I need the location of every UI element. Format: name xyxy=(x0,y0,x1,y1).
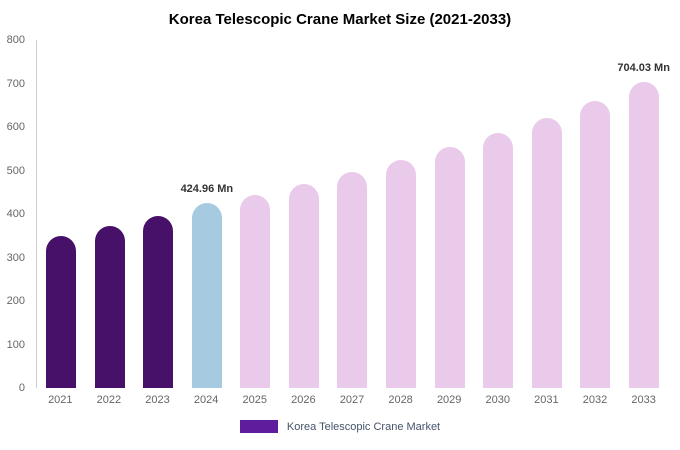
x-axis-label: 2033 xyxy=(631,394,656,406)
bar-slot: 424.96 Mn xyxy=(180,40,234,388)
bar-slot xyxy=(37,40,86,388)
bar-2021 xyxy=(46,235,77,388)
bar-2029 xyxy=(434,147,465,388)
legend: Korea Telescopic Crane Market xyxy=(0,420,680,433)
x-axis-label: 2028 xyxy=(388,394,413,406)
x-axis: 2021 2022 2023 2024 2025 2026 2027 2028 2029 2030… xyxy=(36,394,668,406)
y-axis-tick-label: 100 xyxy=(6,338,25,351)
bar-slot xyxy=(134,40,183,388)
bar-2022 xyxy=(94,226,125,388)
x-axis-label: 2025 xyxy=(242,394,267,406)
bar-2031 xyxy=(531,117,562,388)
bar-2033 xyxy=(628,81,659,388)
y-axis-tick-label: 0 xyxy=(18,382,25,394)
legend-label: Korea Telescopic Crane Market xyxy=(286,420,441,433)
bar-slot xyxy=(328,40,377,388)
bar-2028 xyxy=(385,160,416,388)
bar-2032 xyxy=(580,100,611,388)
bar-slot xyxy=(231,40,280,388)
bar-slot xyxy=(571,40,620,388)
bar-2030 xyxy=(483,133,514,388)
y-axis-tick-label: 400 xyxy=(6,208,25,220)
plot-area: 424.96 Mn 704.03 Mn xyxy=(37,40,670,388)
bar-slot xyxy=(86,40,135,388)
bar-chart: 0 100 200 300 400 500 600 700 800 424.96 Mn 704.0… xyxy=(7,34,670,394)
y-axis: 0 100 200 300 400 500 600 700 800 xyxy=(1,34,31,394)
legend-swatch xyxy=(239,420,278,433)
x-axis-label: 2021 xyxy=(48,394,73,406)
bar-2024 xyxy=(191,203,222,388)
bar-slot xyxy=(280,40,329,388)
y-axis-tick-label: 200 xyxy=(6,295,25,307)
y-axis-tick-label: 500 xyxy=(6,164,25,177)
x-axis-label: 2024 xyxy=(193,394,219,406)
data-label: 424.96 Mn xyxy=(180,183,234,196)
x-axis-label: 2032 xyxy=(582,394,608,406)
bar-slot: 704.03 Mn xyxy=(617,40,670,388)
x-axis-label: 2027 xyxy=(339,394,365,406)
chart-title: Korea Telescopic Crane Market Size (2021… xyxy=(168,11,512,28)
bar-2023 xyxy=(143,216,174,388)
bar-slot xyxy=(425,40,474,388)
x-axis-label: 2031 xyxy=(534,394,559,406)
x-axis-label: 2026 xyxy=(291,394,316,406)
bar-2026 xyxy=(288,184,319,388)
bar-slot xyxy=(474,40,523,388)
y-axis-tick-label: 600 xyxy=(6,121,25,133)
bar-2027 xyxy=(337,171,368,388)
y-axis-tick-label: 300 xyxy=(6,251,25,264)
y-axis-tick-label: 700 xyxy=(6,77,25,90)
bar-slot xyxy=(377,40,426,388)
x-axis-label: 2022 xyxy=(96,394,122,406)
x-axis-label: 2030 xyxy=(485,394,511,406)
bar-slot xyxy=(522,40,571,388)
y-axis-tick-label: 800 xyxy=(6,34,25,46)
x-axis-label: 2029 xyxy=(436,394,462,406)
x-axis-label: 2023 xyxy=(145,394,170,406)
bar-2025 xyxy=(240,195,271,388)
data-label: 704.03 Mn xyxy=(617,61,670,74)
